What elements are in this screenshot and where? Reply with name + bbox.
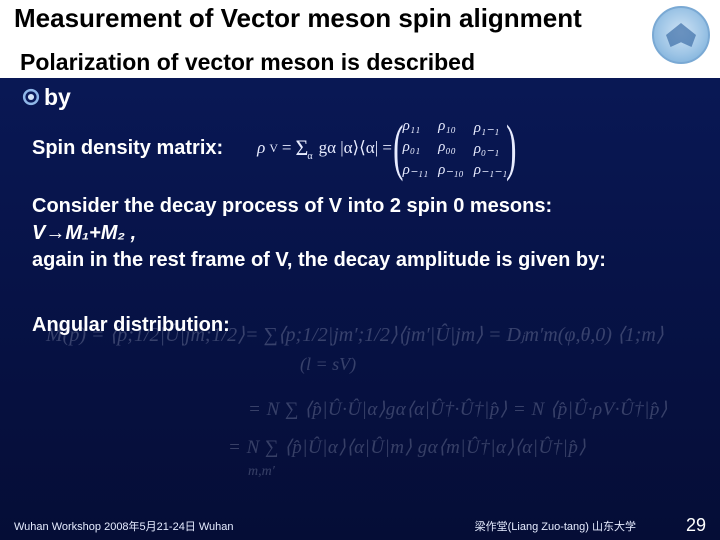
footer: Wuhan Workshop 2008年5月21-24日 Wuhan 梁作堂(L… (0, 516, 720, 540)
rho-cell: ρ₋₁₋₁ (474, 160, 507, 179)
spin-density-row: Spin density matrix: ρV = Σα gα |α⟩⟨α| =… (0, 112, 720, 185)
rho-formula: ρV = Σα gα |α⟩⟨α| = ( ρ₁₁ ρ₁₀ ρ₁₋₁ ρ₀₁ ρ… (257, 118, 516, 179)
rho-cell: ρ₀₁ (403, 139, 429, 158)
decay-V: V (32, 222, 45, 244)
rho-cell: ρ₁₀ (438, 118, 464, 137)
angular-label: Angular distribution: (0, 276, 720, 341)
slide: Measurement of Vector meson spin alignme… (0, 0, 720, 540)
rho-mid: gα |α⟩⟨α| = (319, 138, 392, 158)
ghost-formula-4b: m,m′ (248, 464, 275, 480)
bullet-tail: by (44, 84, 71, 112)
page-number: 29 (686, 515, 706, 536)
decay-paragraph: Consider the decay process of V into 2 s… (0, 185, 720, 276)
ghost-formula-4: = N ∑ ⟨p̂|Û|α⟩⟨α|Û|m⟩ gα⟨m|Û†|α⟩⟨α|Û†|p̂… (228, 436, 586, 459)
decay-line-3: again in the rest frame of V, the decay … (32, 247, 700, 274)
decay-rest: M₁+M₂ , (65, 222, 136, 244)
footer-center: 梁作堂(Liang Zuo-tang) 山东大学 (475, 518, 636, 534)
rho-cell: ρ₀₀ (438, 139, 464, 158)
spin-density-label-text: Spin density matrix: (32, 137, 223, 159)
rho-cell: ρ₋₁₁ (403, 160, 429, 179)
brace-right-icon: ) (506, 120, 516, 176)
brace-left-icon: ( (393, 120, 403, 176)
rho-matrix: ρ₁₁ ρ₁₀ ρ₁₋₁ ρ₀₁ ρ₀₀ ρ₀₋₁ ρ₋₁₁ ρ₋₁₀ ρ₋₁₋… (403, 118, 508, 179)
ghost-formula-3: = N ∑ ⟨p̂|Û·Û|α⟩gα⟨α|Û†·Û†|p̂⟩ = N ⟨p̂|Û… (248, 398, 668, 421)
bullet-row: by (0, 78, 720, 112)
decay-line-2: V→M₁+M₂ , (32, 220, 700, 247)
slide-title: Measurement of Vector meson spin alignme… (14, 4, 594, 34)
rho-cell: ρ₋₁₀ (438, 160, 464, 179)
equals-1: = (282, 138, 292, 158)
title-band: Measurement of Vector meson spin alignme… (0, 0, 720, 78)
logo-mark-icon (666, 23, 696, 47)
spin-density-label: Spin density matrix: (32, 136, 223, 161)
rho-sup: V (269, 141, 278, 156)
polarization-line: Polarization of vector meson is describe… (20, 49, 475, 76)
arrow-icon: → (45, 222, 65, 244)
institute-logo (652, 6, 710, 64)
sigma-sub: α (307, 151, 312, 162)
bullet-icon (22, 88, 40, 106)
ghost-formula-2: (l = sV) (300, 354, 356, 375)
rho-cell: ρ₁₁ (403, 118, 429, 137)
decay-line-1: Consider the decay process of V into 2 s… (32, 193, 700, 220)
rho-cell: ρ₁₋₁ (474, 118, 507, 137)
rho-symbol: ρ (257, 138, 265, 158)
rho-cell: ρ₀₋₁ (474, 139, 507, 158)
footer-left: Wuhan Workshop 2008年5月21-24日 Wuhan (14, 518, 234, 534)
